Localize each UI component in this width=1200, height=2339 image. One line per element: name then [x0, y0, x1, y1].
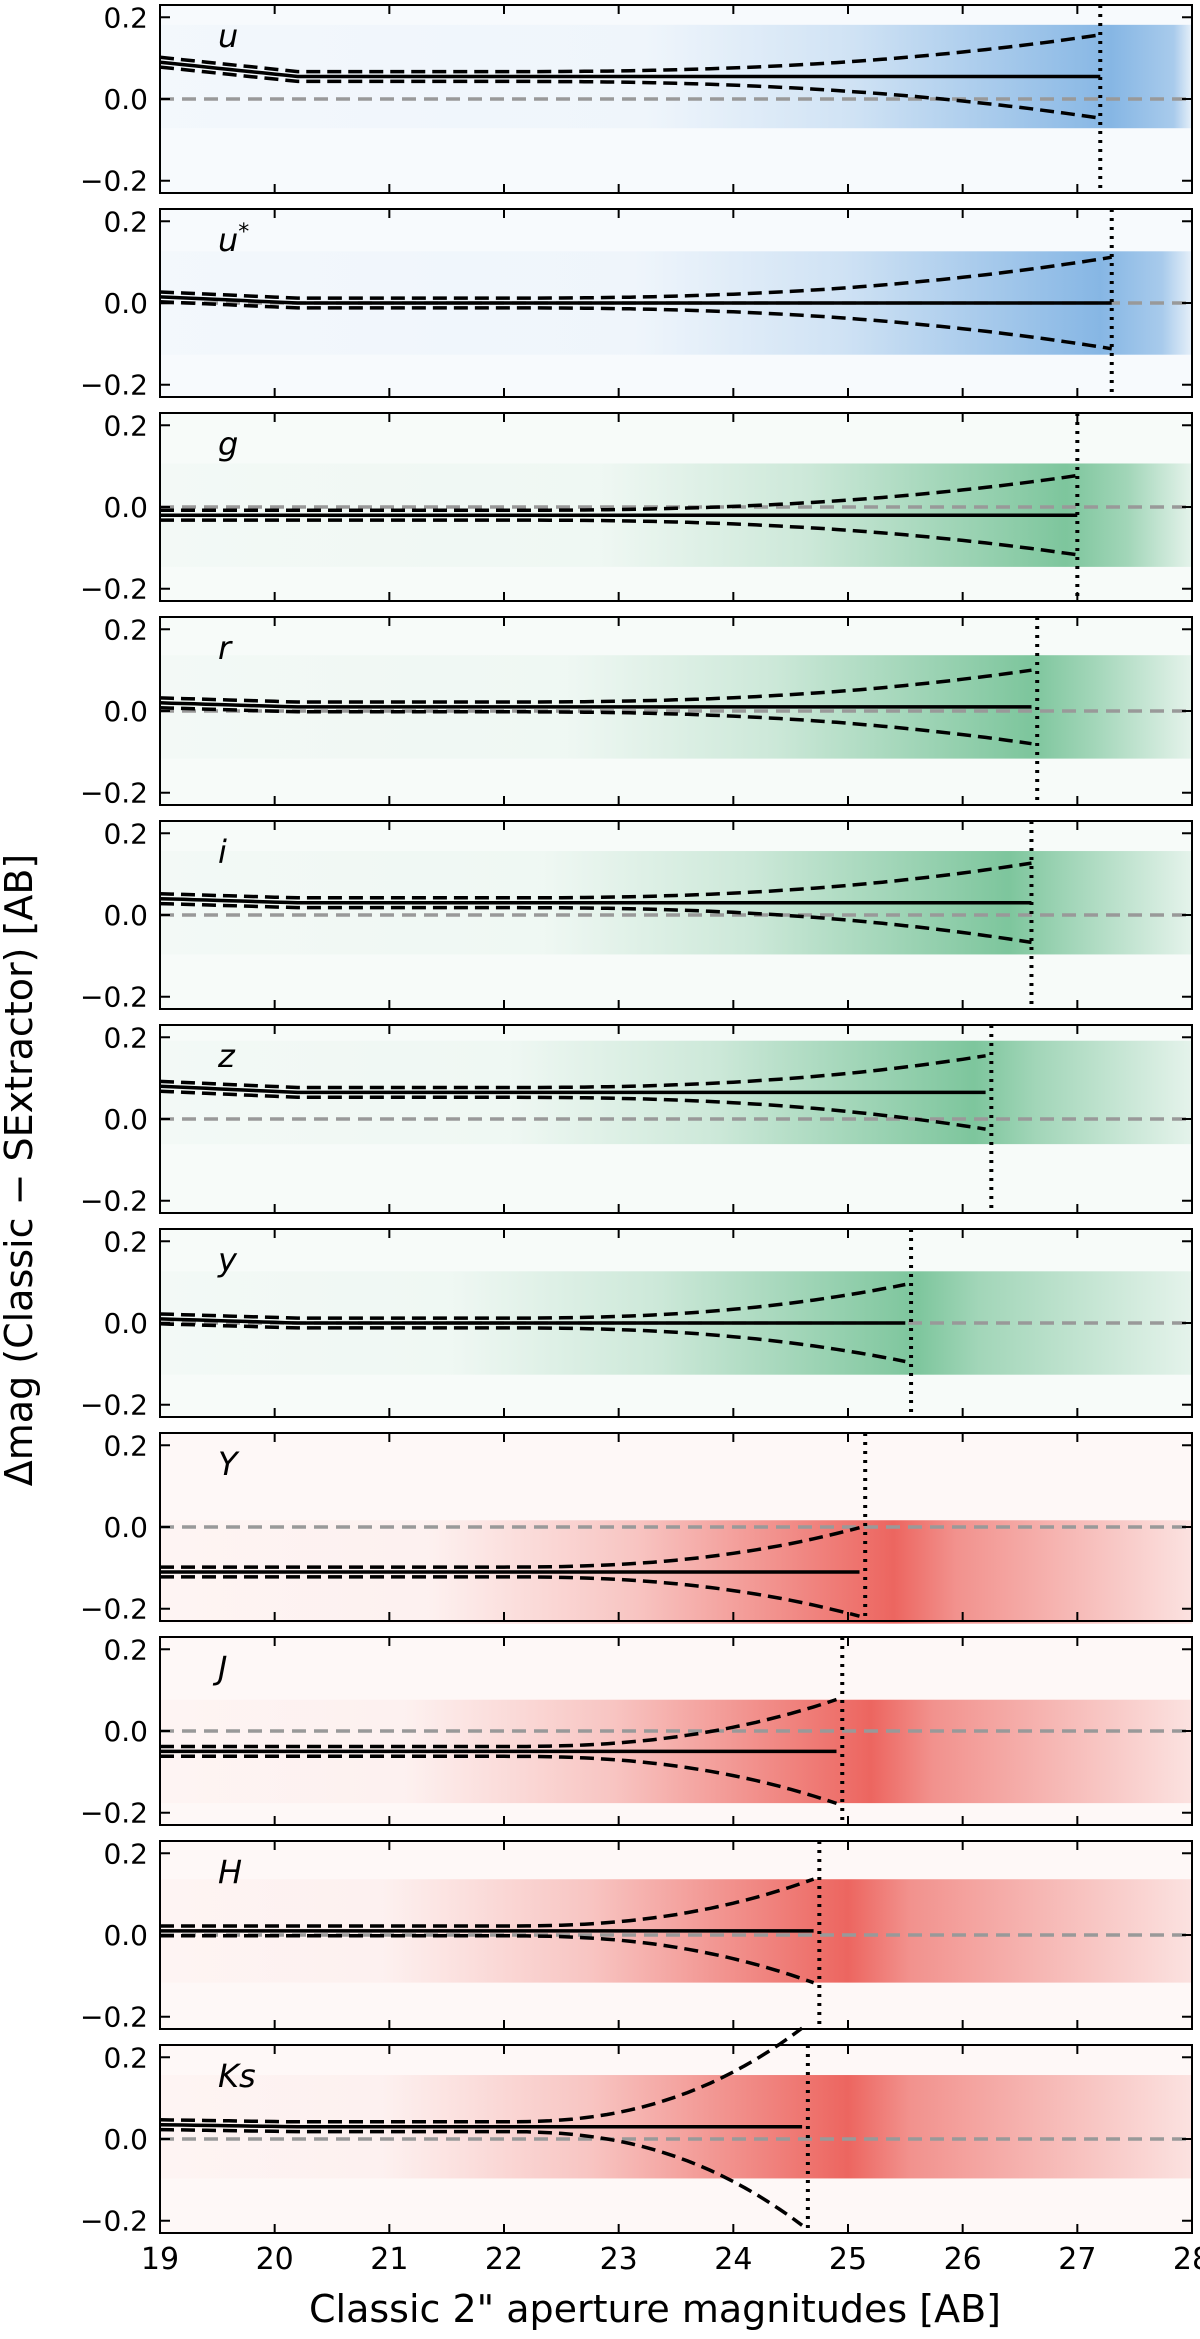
- y-tick-label: 0.2: [103, 1837, 148, 1870]
- y-axis-label: Δmag (Classic − SExtractor) [AB]: [0, 854, 41, 1486]
- y-tick-label: 0.0: [103, 287, 148, 320]
- median-curve: [159, 896, 1032, 905]
- lower-percentile-curve: [160, 1754, 838, 1806]
- y-tick-label: 0.0: [103, 899, 148, 932]
- lower-percentile-curve: [160, 1934, 815, 1985]
- band-label: z: [217, 1037, 236, 1075]
- y-tick-label: −0.2: [80, 1593, 148, 1626]
- upper-percentile-curve: [159, 861, 1032, 900]
- panel-g: 0.2 0.0 −0.2 g: [80, 409, 1193, 606]
- upper-percentile-curve: [160, 1697, 838, 1749]
- x-tick-label: 20: [256, 2242, 294, 2277]
- band-label: Y: [218, 1445, 240, 1483]
- lower-percentile-curve: [159, 1089, 986, 1131]
- y-tick-label: 0.2: [103, 1, 148, 34]
- y-tick-label: −0.2: [80, 2001, 148, 2034]
- y-tick-label: 0.0: [103, 695, 148, 728]
- y-tick-label: −0.2: [80, 165, 148, 198]
- x-tick-label: 26: [944, 2242, 982, 2277]
- panel-Ks: 0.2 0.0 −0.2 Ks 19 20 21 22 23 24 25 26 27 28: [80, 2026, 1200, 2277]
- median-curve: [159, 1317, 906, 1325]
- y-tick-label: 0.2: [103, 2041, 148, 2074]
- x-tick-label: 21: [370, 2242, 408, 2277]
- y-tick-label: −0.2: [80, 573, 148, 606]
- y-tick-label: 0.0: [103, 1715, 148, 1748]
- x-tick-label: 24: [714, 2242, 752, 2277]
- upper-percentile-curve: [159, 2026, 804, 2124]
- y-tick-label: 0.0: [103, 83, 148, 116]
- y-tick-label: 0.2: [103, 817, 148, 850]
- y-tick-label: 0.2: [103, 1225, 148, 1258]
- y-tick-label: 0.2: [103, 1429, 148, 1462]
- upper-percentile-curve: [159, 1054, 986, 1090]
- y-tick-label: 0.2: [103, 205, 148, 238]
- lower-percentile-curve: [159, 901, 1032, 945]
- y-tick-label: 0.0: [103, 2123, 148, 2156]
- y-tick-label: 0.2: [103, 1021, 148, 1054]
- panel-Y: 0.2 0.0 −0.2 Y: [80, 1429, 1193, 1626]
- y-tick-label: 0.2: [103, 409, 148, 442]
- panel-r: 0.2 0.0 −0.2 r: [80, 613, 1193, 810]
- y-tick-label: −0.2: [80, 981, 148, 1014]
- lower-percentile-curve: [160, 1575, 860, 1618]
- band-label: u: [218, 17, 238, 55]
- band-label: r: [218, 629, 233, 667]
- x-tick-label: 28: [1173, 2242, 1200, 2277]
- panel-J: 0.20.0−0.2J: [80, 1633, 1193, 1830]
- y-tick-label: 0.0: [103, 1511, 148, 1544]
- lower-percentile-curve: [159, 300, 1112, 351]
- upper-percentile-curve: [159, 255, 1112, 300]
- panel-y: 0.2 0.0 −0.2 y: [80, 1225, 1193, 1422]
- panel-u: 0.2 0.0 −0.2 u: [80, 1, 1193, 198]
- panel-u-star: 0.20.0−0.2u*: [80, 205, 1193, 402]
- lower-percentile-curve: [159, 705, 1032, 746]
- lower-percentile-curve: [159, 1322, 906, 1364]
- panels-group: 0.20.0−0.2u0.20.0−0.2u*0.20.0−0.2g0.20.0…: [80, 1, 1200, 2277]
- y-tick-label: −0.2: [80, 1797, 148, 1830]
- upper-percentile-curve: [160, 473, 1078, 513]
- lower-percentile-curve: [159, 65, 1101, 120]
- y-tick-label: 0.2: [103, 1633, 148, 1666]
- x-tick-label: 27: [1058, 2242, 1096, 2277]
- band-label: Ks: [218, 2057, 256, 2095]
- lower-percentile-curve: [160, 518, 1078, 557]
- y-tick-label: −0.2: [80, 777, 148, 810]
- y-tick-label: 0.2: [103, 613, 148, 646]
- y-tick-label: −0.2: [80, 1389, 148, 1422]
- upper-percentile-curve: [160, 1526, 860, 1569]
- panel-z: 0.2 0.0 −0.2 z: [80, 1021, 1193, 1218]
- median-curve: [159, 2122, 803, 2129]
- y-tick-label: 0.0: [103, 1307, 148, 1340]
- panel-i: 0.2 0.0 −0.2 i: [80, 817, 1193, 1014]
- upper-percentile-curve: [159, 668, 1032, 704]
- median-curve: [159, 1084, 986, 1095]
- x-tick-label: 25: [829, 2242, 867, 2277]
- upper-percentile-curve: [160, 1877, 815, 1928]
- x-tick-label: 22: [485, 2242, 523, 2277]
- median-curve: [159, 60, 1101, 79]
- y-tick-label: 0.0: [103, 1103, 148, 1136]
- x-tick-label: 19: [141, 2242, 179, 2277]
- band-label: H: [218, 1853, 242, 1891]
- lower-percentile-curve: [159, 2127, 804, 2227]
- x-tick-label: 23: [600, 2242, 638, 2277]
- band-label: g: [218, 425, 238, 463]
- y-tick-label: 0.0: [103, 1919, 148, 1952]
- y-tick-label: −0.2: [80, 1185, 148, 1218]
- y-tick-label: −0.2: [80, 2205, 148, 2238]
- band-label: i: [218, 833, 227, 871]
- x-axis-label: Classic 2" aperture magnitudes [AB]: [309, 2287, 1001, 2331]
- upper-percentile-curve: [159, 33, 1101, 74]
- upper-percentile-curve: [159, 1282, 906, 1320]
- y-tick-label: −0.2: [80, 369, 148, 402]
- median-curve: [159, 295, 1112, 305]
- panel-H: 0.2 0.0 −0.2 H: [80, 1837, 1193, 2034]
- median-curve: [159, 701, 1032, 709]
- band-label: y: [217, 1241, 238, 1279]
- y-tick-label: 0.0: [103, 491, 148, 524]
